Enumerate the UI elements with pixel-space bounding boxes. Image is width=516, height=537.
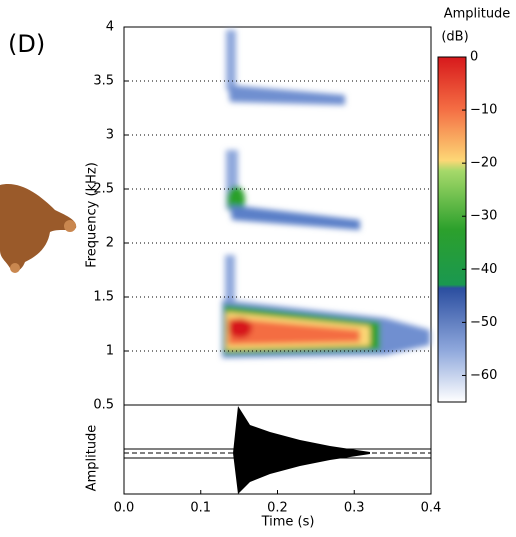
y-tick-label: 2.5 — [93, 182, 114, 197]
y-tick-label: 1 — [106, 344, 114, 359]
hand-illustration — [0, 184, 77, 272]
colorbar-tick-label: −10 — [470, 103, 497, 118]
x-tick-label: 0.4 — [421, 501, 442, 516]
colorbar-tick-label: −40 — [470, 262, 497, 277]
spectrogram-image — [222, 30, 430, 358]
y-tick-label: 3 — [106, 128, 114, 143]
x-tick-label: 0.3 — [344, 501, 365, 516]
x-tick-label: 0.2 — [267, 501, 288, 516]
y-tick-label: 2 — [106, 236, 114, 251]
hand-illustration — [64, 220, 76, 232]
y-tick-label: 1.5 — [93, 290, 114, 305]
colorbar-label: Amplitude — [444, 7, 511, 22]
x-axis-label: Time (s) — [261, 515, 315, 530]
panel-label: (D) — [8, 30, 45, 58]
y-tick-label: 0.5 — [93, 398, 114, 413]
colorbar-tick-label: −30 — [470, 209, 497, 224]
y-tick-label: 4 — [106, 20, 114, 35]
hand-illustration — [10, 263, 20, 273]
x-tick-label: 0.1 — [190, 501, 211, 516]
colorbar-tick-label: 0 — [470, 50, 478, 65]
waveform-axis-label: Amplitude — [85, 425, 100, 492]
colorbar-unit: (dB) — [441, 30, 468, 45]
waveform — [233, 406, 370, 494]
colorbar — [437, 56, 467, 403]
y-tick-label: 3.5 — [93, 74, 114, 89]
colorbar-tick-label: −50 — [470, 315, 497, 330]
colorbar-tick-label: −20 — [470, 156, 497, 171]
y-axis-label: Frequency (kHz) — [85, 162, 100, 268]
colorbar-tick-label: −60 — [470, 368, 497, 383]
x-tick-label: 0.0 — [114, 501, 135, 516]
